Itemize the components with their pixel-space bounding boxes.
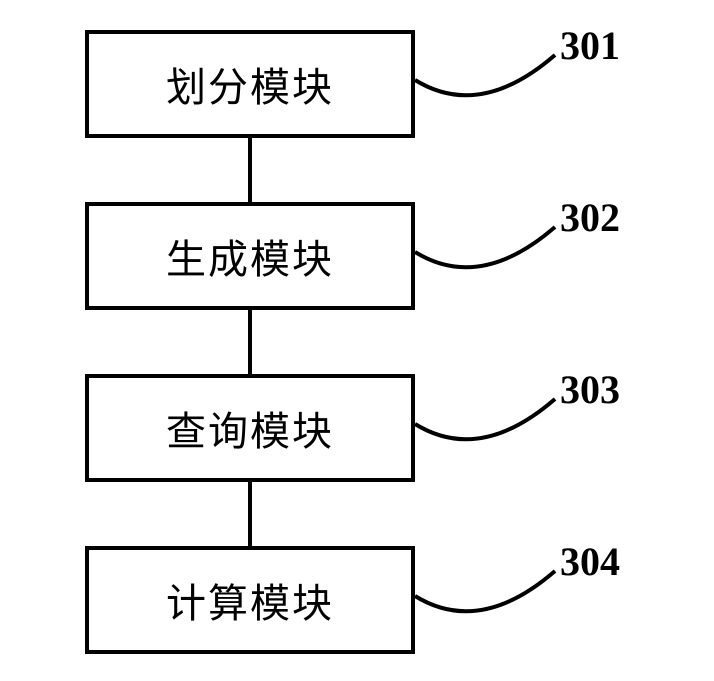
callout-line-304 [0, 0, 714, 681]
diagram-canvas: 划分模块 301 生成模块 302 查询模块 303 计算模块 304 [0, 0, 714, 681]
